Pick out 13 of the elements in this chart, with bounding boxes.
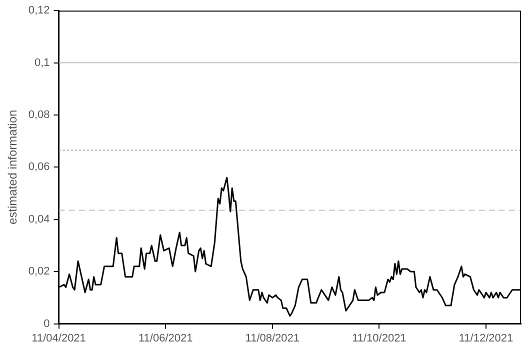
x-tick-label: 11/06/2021 — [138, 332, 193, 344]
x-tick-label: 11/12/2021 — [458, 332, 514, 344]
y-tick-label: 0,08 — [28, 109, 50, 122]
y-tick-label: 0,06 — [28, 161, 50, 174]
y-tick-label: 0,1 — [34, 56, 50, 69]
x-tick-label: 11/04/2021 — [32, 332, 86, 344]
y-tick-label: 0,02 — [28, 266, 50, 278]
y-axis-title: estimated information — [6, 110, 20, 225]
y-tick-label: 0 — [44, 318, 50, 330]
x-tick-label: 11/08/2021 — [245, 332, 300, 344]
y-tick-label: 0,12 — [28, 4, 50, 17]
y-tick-label: 0,04 — [28, 213, 50, 226]
x-tick-label: 11/10/2021 — [352, 332, 406, 344]
